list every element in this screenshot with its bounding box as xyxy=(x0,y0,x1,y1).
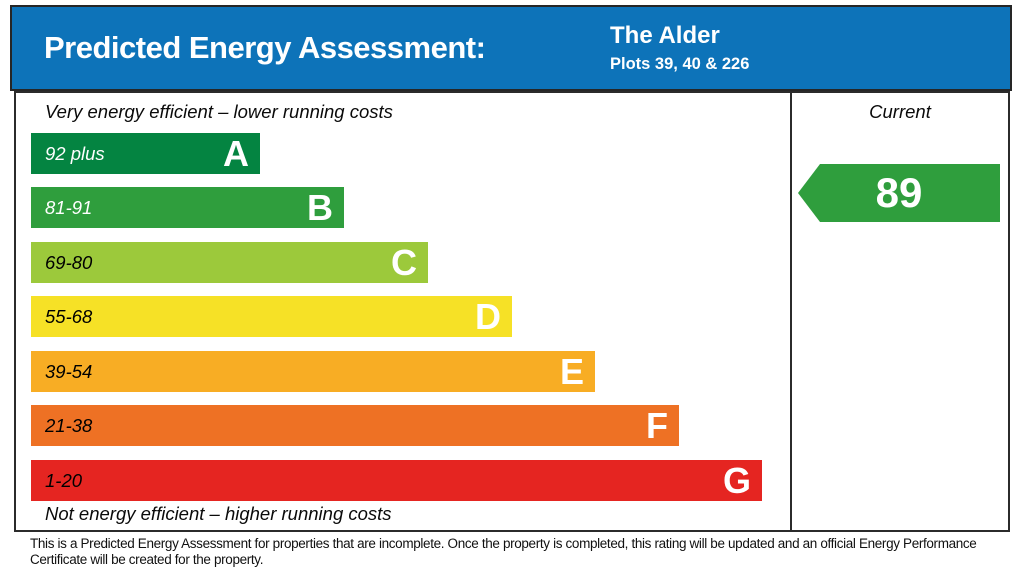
band-letter: E xyxy=(559,350,584,392)
top-caption: Very energy efficient – lower running co… xyxy=(45,101,393,122)
band-row-d: 55-68 D xyxy=(31,296,512,337)
property-plots: Plots 39, 40 & 226 xyxy=(610,55,750,73)
property-name: The Alder xyxy=(610,22,720,49)
bottom-caption: Not energy efficient – higher running co… xyxy=(45,503,392,524)
disclaimer-text: This is a Predicted Energy Assessment fo… xyxy=(30,536,977,567)
current-rating-value: 89 xyxy=(875,169,923,216)
band-range-label: 81-91 xyxy=(45,196,93,218)
header-banner: Predicted Energy Assessment: The Alder P… xyxy=(10,5,1012,91)
band-range-label: 69-80 xyxy=(45,251,93,273)
band-letter: A xyxy=(223,132,249,174)
epc-rating-chart: Very energy efficient – lower running co… xyxy=(14,91,1010,532)
band-row-b: 81-91 B xyxy=(31,187,344,228)
band-letter: G xyxy=(722,459,751,501)
band-row-c: 69-80 C xyxy=(31,242,428,283)
band-row-a: 92 plus A xyxy=(31,133,260,174)
band-row-e: 39-54 E xyxy=(31,351,595,392)
band-range-label: 21-38 xyxy=(45,414,93,436)
band-range-label: 39-54 xyxy=(45,360,93,382)
band-letter: D xyxy=(475,295,501,337)
current-rating-arrow: 89 xyxy=(798,164,1000,222)
band-letter: B xyxy=(307,186,333,228)
band-letter: F xyxy=(646,404,668,446)
band-range-label: 55-68 xyxy=(45,305,93,327)
band-range-label: 1-20 xyxy=(45,469,83,491)
band-row-g: 1-20 G xyxy=(31,460,762,501)
current-column-divider xyxy=(790,93,792,530)
current-column-header: Current xyxy=(869,101,931,122)
band-letter: C xyxy=(391,241,417,283)
band-row-f: 21-38 F xyxy=(31,405,679,446)
band-range-label: 92 plus xyxy=(45,142,105,164)
page-title: Predicted Energy Assessment: xyxy=(44,30,486,65)
